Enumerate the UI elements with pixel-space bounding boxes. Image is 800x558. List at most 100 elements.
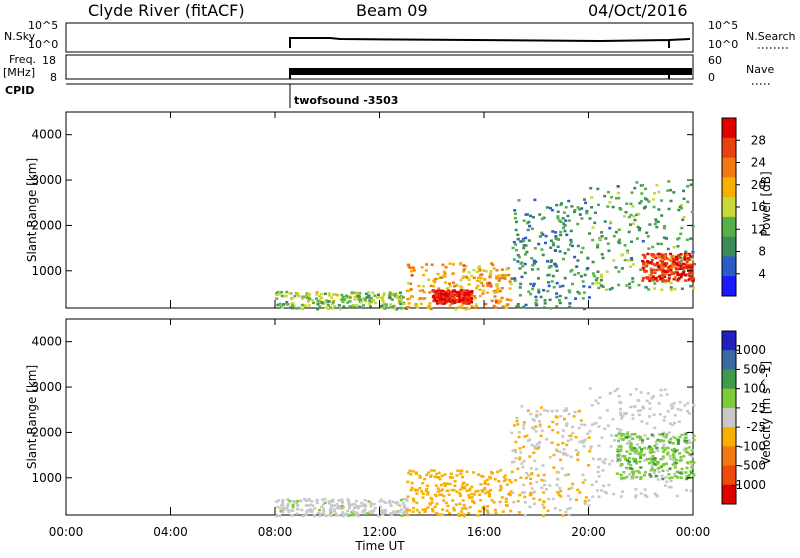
- data-cell: [608, 288, 612, 291]
- data-cell: [305, 510, 309, 514]
- data-cell: [669, 286, 673, 289]
- data-cell: [400, 514, 404, 517]
- data-cell: [616, 448, 620, 451]
- data-cell: [281, 499, 285, 502]
- data-cell: [554, 264, 558, 267]
- data-cell: [626, 431, 630, 434]
- data-cell: [353, 506, 356, 510]
- data-cell: [623, 258, 627, 262]
- data-cell: [537, 445, 541, 448]
- data-cell: [568, 302, 572, 305]
- data-cell: [671, 406, 675, 409]
- data-cell: [350, 511, 354, 514]
- data-cell: [517, 435, 521, 439]
- data-cell: [651, 262, 655, 266]
- data-cell: [689, 263, 693, 267]
- data-cell: [278, 293, 281, 296]
- data-cell: [518, 267, 522, 270]
- data-cell: [304, 304, 308, 307]
- data-cell: [463, 299, 467, 302]
- data-cell: [549, 239, 553, 242]
- data-cell: [476, 279, 479, 282]
- data-cell: [588, 285, 592, 289]
- data-cell: [536, 446, 540, 450]
- data-cell: [482, 289, 486, 292]
- data-cell: [656, 495, 659, 498]
- data-cell: [673, 447, 676, 451]
- data-cell: [629, 463, 633, 467]
- data-cell: [659, 439, 663, 442]
- data-cell: [463, 485, 467, 489]
- data-cell: [677, 261, 681, 264]
- data-cell: [654, 463, 658, 466]
- data-cell: [601, 256, 605, 260]
- nave-tick-bottom: 0: [708, 71, 715, 84]
- data-cell: [508, 287, 512, 290]
- data-cell: [522, 445, 526, 449]
- data-cell: [544, 241, 547, 245]
- data-cell: [516, 423, 520, 426]
- data-cell: [558, 250, 562, 253]
- data-cell: [617, 270, 621, 273]
- data-cell: [644, 187, 647, 191]
- data-cell: [550, 208, 554, 212]
- data-cell: [452, 263, 455, 266]
- data-cell: [615, 460, 619, 463]
- data-cell: [633, 450, 637, 453]
- data-cell: [685, 488, 688, 492]
- data-cell: [489, 476, 492, 480]
- data-cell: [389, 306, 393, 309]
- data-cell: [318, 305, 322, 308]
- data-cell: [333, 305, 337, 308]
- data-cell: [626, 251, 630, 254]
- data-cell: [616, 450, 620, 453]
- data-cell: [557, 299, 561, 302]
- data-cell: [467, 271, 471, 274]
- data-cell: [412, 266, 415, 269]
- data-cell: [522, 421, 526, 424]
- data-cell: [452, 295, 456, 298]
- data-cell: [641, 240, 645, 243]
- data-cell: [398, 504, 402, 507]
- data-cell: [505, 483, 509, 486]
- data-cell: [454, 308, 458, 311]
- data-cell: [680, 226, 684, 230]
- data-cell: [600, 273, 603, 277]
- data-cell: [301, 514, 305, 518]
- data-cell: [554, 231, 558, 234]
- data-cell: [656, 438, 660, 442]
- data-cell: [470, 290, 474, 293]
- data-cell: [533, 490, 537, 493]
- data-cell: [432, 279, 436, 283]
- data-cell: [634, 494, 638, 497]
- data-cell: [633, 432, 637, 436]
- data-cell: [448, 304, 452, 307]
- data-cell: [392, 510, 396, 513]
- data-cell: [668, 467, 672, 470]
- data-cell: [286, 508, 290, 512]
- data-cell: [482, 269, 486, 272]
- data-cell: [663, 415, 667, 419]
- data-cell: [300, 508, 304, 512]
- data-cell: [328, 500, 332, 504]
- data-cell: [643, 205, 647, 209]
- data-cell: [435, 294, 438, 298]
- data-cell: [280, 306, 284, 309]
- data-cell: [479, 499, 483, 502]
- data-cell: [672, 272, 676, 275]
- data-cell: [467, 283, 471, 286]
- data-cell: [461, 475, 465, 479]
- data-cell: [681, 218, 685, 222]
- data-cell: [318, 295, 321, 298]
- data-cell: [472, 501, 476, 505]
- data-cell: [388, 499, 392, 503]
- data-cell: [661, 446, 665, 450]
- data-cell: [382, 292, 386, 295]
- data-cell: [619, 463, 623, 466]
- data-cell: [660, 199, 664, 202]
- data-cell: [646, 437, 650, 440]
- data-cell: [622, 433, 626, 436]
- data-cell: [416, 305, 420, 309]
- data-cell: [514, 450, 518, 454]
